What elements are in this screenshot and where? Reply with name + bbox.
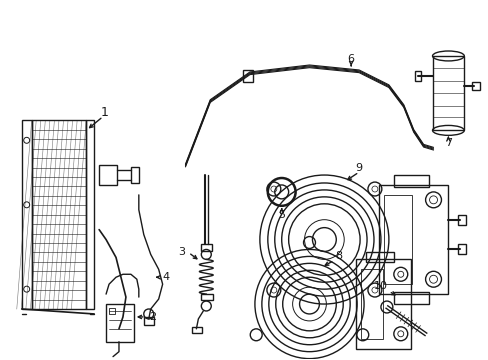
Bar bbox=[201, 244, 212, 251]
Bar bbox=[143, 317, 153, 325]
Bar bbox=[366, 252, 393, 262]
Bar bbox=[106, 304, 134, 342]
Bar bbox=[471, 82, 479, 90]
Bar bbox=[432, 56, 463, 130]
Text: 5: 5 bbox=[278, 210, 285, 220]
Text: 6: 6 bbox=[347, 54, 354, 64]
Text: 2: 2 bbox=[148, 312, 156, 322]
Bar bbox=[99, 165, 117, 185]
Text: 3: 3 bbox=[178, 247, 185, 257]
Bar bbox=[393, 175, 427, 187]
Bar bbox=[201, 294, 213, 300]
Text: 10: 10 bbox=[373, 281, 387, 291]
Bar bbox=[383, 195, 411, 284]
Bar bbox=[21, 121, 32, 309]
Text: 8: 8 bbox=[335, 251, 342, 261]
Bar bbox=[355, 260, 410, 349]
Text: 4: 4 bbox=[163, 272, 169, 282]
Bar bbox=[414, 71, 420, 81]
Bar bbox=[109, 308, 115, 314]
Bar bbox=[86, 121, 94, 309]
Text: 1: 1 bbox=[101, 106, 109, 119]
Text: 7: 7 bbox=[444, 138, 451, 148]
Bar bbox=[243, 70, 252, 82]
Bar bbox=[457, 215, 466, 225]
Bar bbox=[192, 327, 202, 333]
Text: 9: 9 bbox=[355, 163, 362, 173]
Bar bbox=[360, 269, 382, 339]
Bar bbox=[378, 185, 447, 294]
Bar bbox=[131, 167, 139, 183]
Bar bbox=[457, 244, 466, 255]
Bar bbox=[393, 292, 427, 304]
